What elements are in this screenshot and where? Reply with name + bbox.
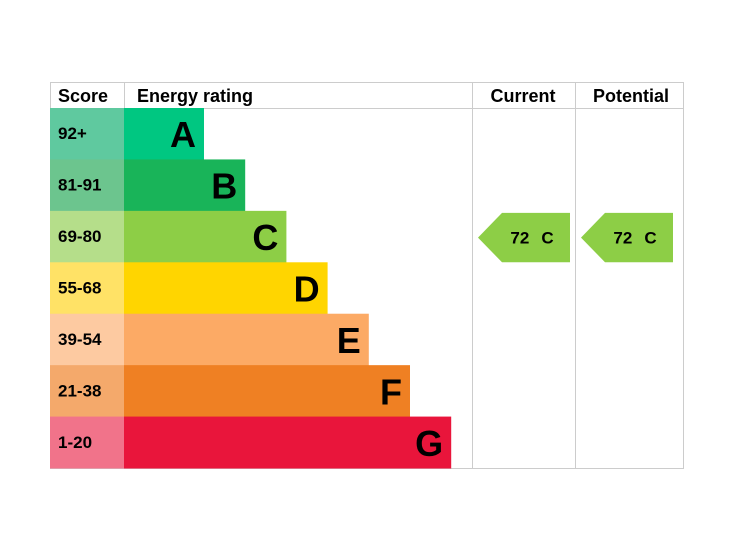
rating-bar [124, 159, 246, 212]
rating-bar [124, 262, 328, 315]
score-cell [50, 313, 124, 366]
current-score: 72 [510, 228, 529, 247]
rating-bar [124, 210, 287, 263]
score-cell [50, 159, 124, 212]
header-potential: Potential [593, 86, 669, 106]
score-cell [50, 416, 124, 469]
rating-letter: B [211, 166, 237, 207]
score-label: 55-68 [58, 279, 101, 298]
score-label: 39-54 [58, 330, 102, 349]
score-cell [50, 210, 124, 263]
rating-letter: C [252, 217, 278, 258]
score-label: 69-80 [58, 227, 101, 246]
score-label: 81-91 [58, 176, 101, 195]
rating-letter: E [337, 320, 361, 361]
rating-letter: A [170, 114, 196, 155]
potential-arrow [581, 212, 673, 263]
current-label: 72 C [510, 228, 553, 247]
score-cell [50, 108, 124, 160]
score-label: 21-38 [58, 381, 101, 400]
score-label: 92+ [58, 124, 87, 143]
rating-letter: D [294, 269, 320, 310]
score-cell [50, 365, 124, 418]
rating-bar [124, 365, 410, 418]
rating-letter: G [415, 423, 443, 464]
current-rating: C [541, 228, 553, 247]
header-current: Current [490, 86, 555, 106]
current-arrow [478, 212, 570, 263]
potential-score: 72 [613, 228, 632, 247]
header-energy: Energy rating [137, 86, 253, 106]
rating-bar [124, 313, 369, 366]
rating-letter: F [380, 371, 402, 412]
rating-bar [124, 416, 452, 469]
score-cell [50, 262, 124, 315]
header-score: Score [58, 86, 108, 106]
score-label: 1-20 [58, 433, 92, 452]
potential-rating: C [644, 228, 656, 247]
potential-label: 72 C [613, 228, 656, 247]
rating-bar [124, 108, 204, 160]
